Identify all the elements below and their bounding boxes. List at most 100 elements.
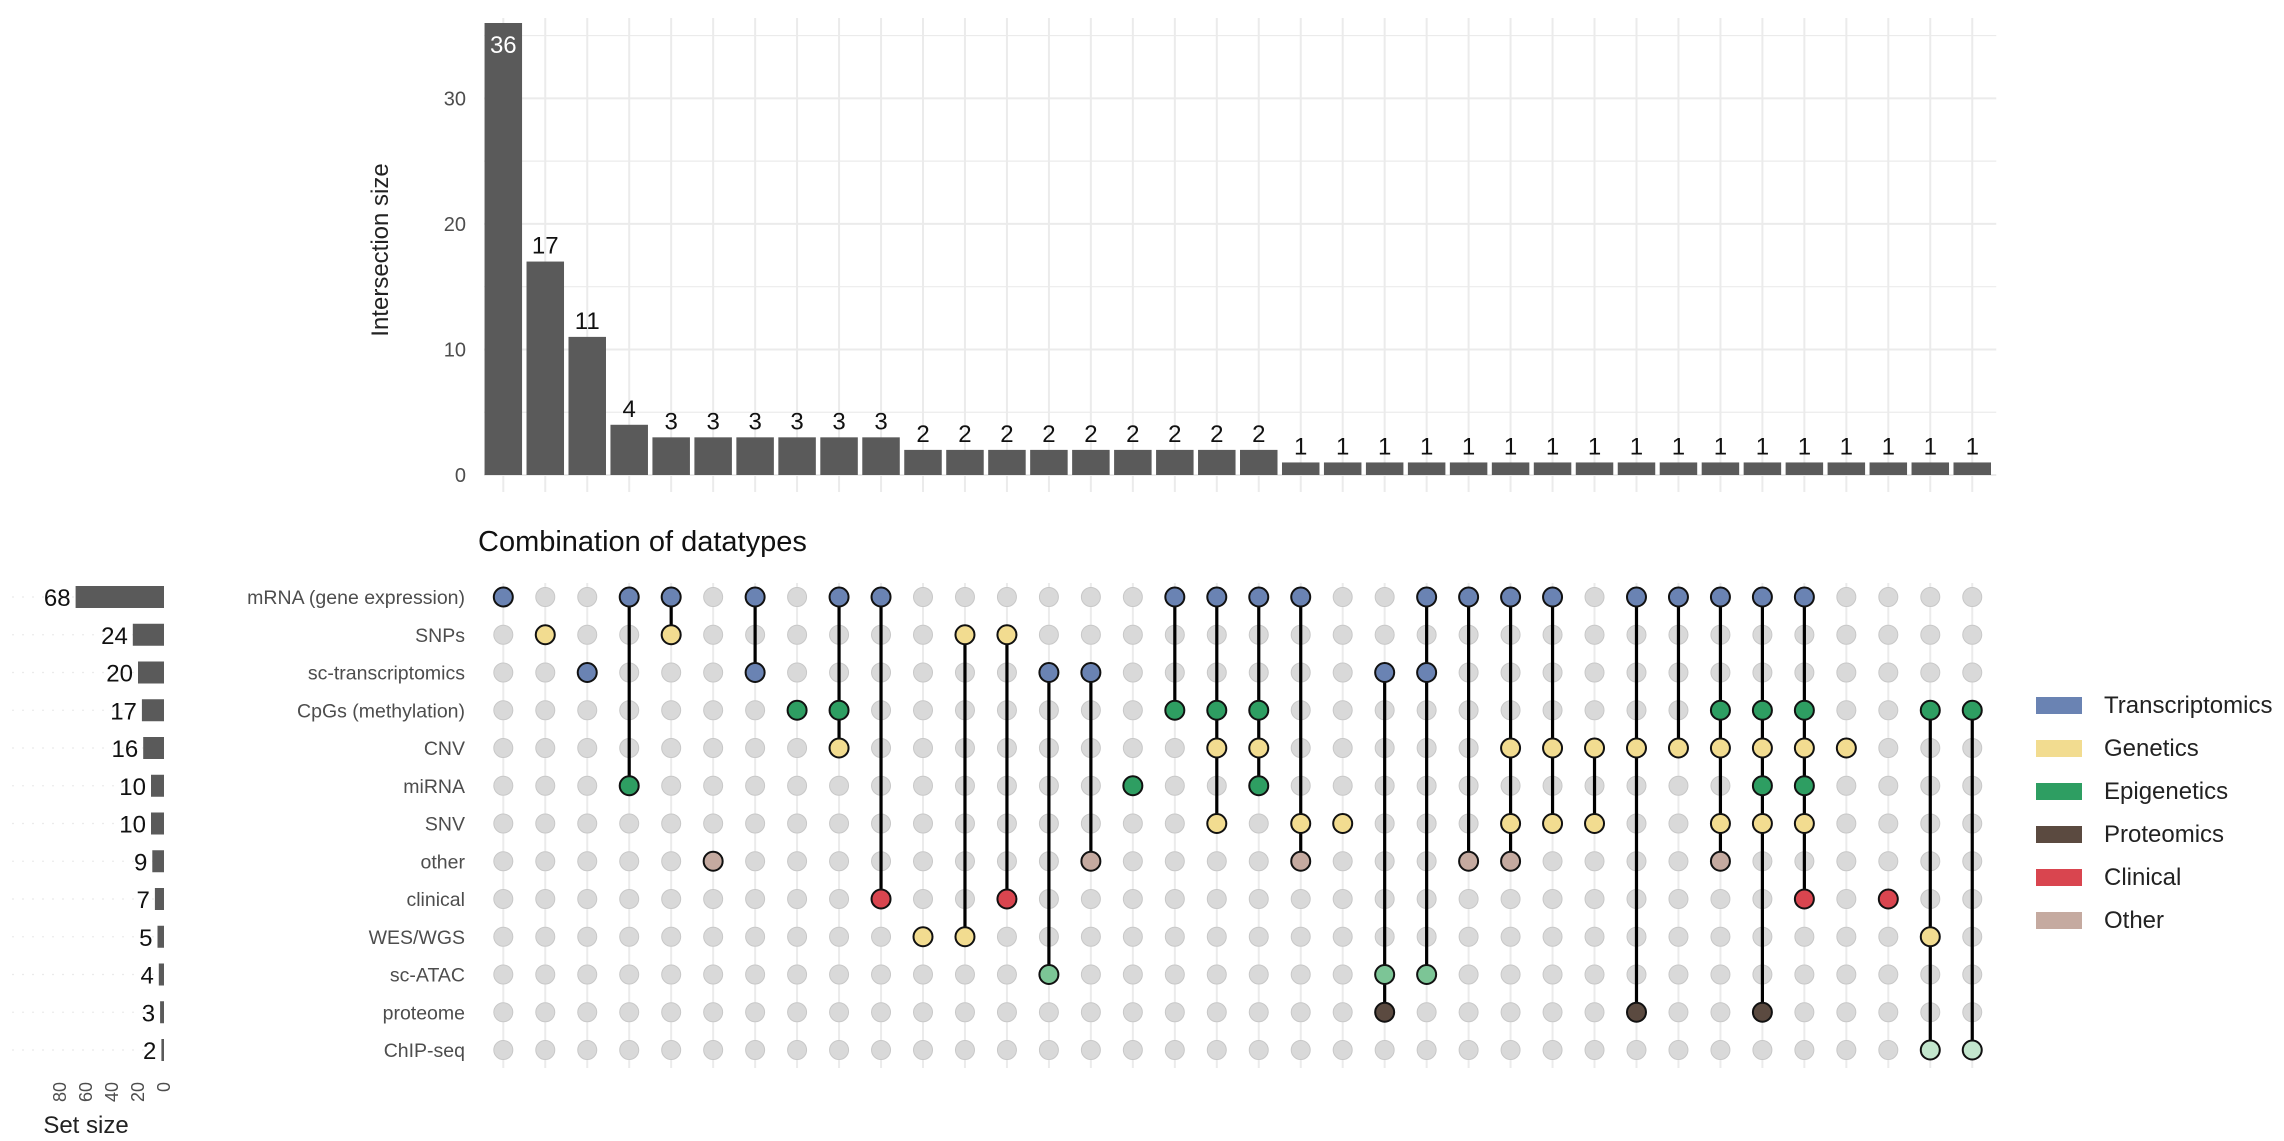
filled-dot [1919,1039,1941,1061]
empty-dot [1332,587,1353,607]
empty-dot [493,700,514,721]
filled-dot [912,926,934,948]
empty-dot [1122,926,1143,947]
set-size-panel: 68 24 20 17 16 10 10 9 7 5 4 3 2 80 60 40 20 0 Set size [12,585,174,1139]
set-size-bar [138,661,164,684]
empty-dot [661,964,682,985]
intersection-bar [1869,462,1908,475]
filled-dot [744,586,766,608]
empty-dot [1122,964,1143,985]
intersection-bar-value-label: 3 [665,408,678,435]
empty-dot [661,775,682,796]
empty-dot [1206,889,1227,909]
intersection-bar-value-label: 1 [1840,433,1853,460]
intersection-bar-value-label: 2 [958,421,971,448]
filled-dot [534,624,556,646]
filled-dot [1038,662,1060,683]
empty-dot [745,813,766,834]
empty-dot [535,964,556,985]
empty-dot [787,587,808,607]
empty-dot [996,964,1017,985]
empty-dot [1122,662,1143,683]
empty-dot [577,926,598,947]
empty-dot [787,624,808,645]
filled-dot [996,888,1018,910]
set-name-label: SNPs [415,625,465,647]
filled-dot [1290,586,1312,608]
intersection-bar [946,449,984,475]
intersection-bar-value-label: 2 [1252,421,1265,448]
intersection-bar [526,261,565,475]
empty-dot [954,587,975,607]
set-size-tick-label: 20 [128,1082,148,1102]
intersection-bar [736,437,774,475]
filled-dot [1038,964,1060,985]
legend-swatch [2036,740,2082,757]
empty-dot [913,889,933,909]
empty-dot [1332,889,1353,909]
intersection-bar [1575,462,1614,475]
empty-dot [1164,926,1185,947]
empty-dot [1332,926,1353,947]
filled-dot [828,699,850,721]
legend-label: Transcriptomics [2104,691,2273,719]
empty-dot [577,700,598,721]
intersection-bar-value-label: 2 [1000,421,1013,448]
empty-dot [745,851,766,872]
filled-dot [1164,586,1186,608]
empty-dot [1500,1002,1521,1023]
legend-item: Clinical [2034,856,2274,899]
intersection-bar [1365,462,1404,475]
filled-dot [1709,850,1731,872]
filled-dot [1500,586,1522,608]
set-size-tick-label: 40 [102,1082,122,1102]
empty-dot [1164,738,1185,758]
empty-dot [1080,926,1101,947]
empty-dot [1836,1002,1857,1023]
intersection-bar-value-label: 1 [1630,433,1643,460]
legend-swatch [2036,869,2082,886]
empty-dot [1038,624,1059,645]
intersection-bar-value-label: 11 [575,308,600,335]
empty-dot [493,662,514,683]
set-size-value-label: 20 [106,661,133,688]
empty-dot [1500,889,1521,909]
empty-dot [1164,851,1185,872]
set-name-label: WES/WGS [369,927,465,949]
empty-dot [577,587,598,607]
empty-dot [745,1040,766,1060]
filled-dot [1584,737,1606,759]
empty-dot [1122,700,1143,721]
empty-dot [1962,624,1983,645]
intersection-bar [988,449,1026,475]
empty-dot [1962,587,1983,607]
category-legend: Transcriptomics Genetics Epigenetics Proteo… [2034,684,2274,942]
empty-dot [661,889,682,909]
filled-dot [1751,775,1773,797]
empty-dot [1500,964,1521,985]
filled-dot [1961,699,1983,721]
filled-dot [576,662,598,683]
empty-dot [1878,926,1899,947]
matrix-title: Combination of datatypes [478,526,807,558]
set-size-bar [154,888,164,910]
empty-dot [493,1040,514,1060]
empty-dot [1878,700,1899,721]
filled-dot [954,926,976,948]
empty-dot [619,889,640,909]
empty-dot [1458,964,1479,985]
legend-label: Clinical [2104,863,2182,891]
empty-dot [493,738,514,758]
bar-y-axis-label: Intersection size [367,163,394,336]
empty-dot [1794,1002,1815,1023]
empty-dot [1542,851,1563,872]
empty-dot [745,700,766,721]
empty-dot [829,851,850,872]
empty-dot [1080,1002,1101,1023]
set-size-value-label: 24 [101,623,128,650]
empty-dot [1584,1002,1605,1023]
empty-dot [1248,926,1269,947]
empty-dot [996,1040,1017,1060]
